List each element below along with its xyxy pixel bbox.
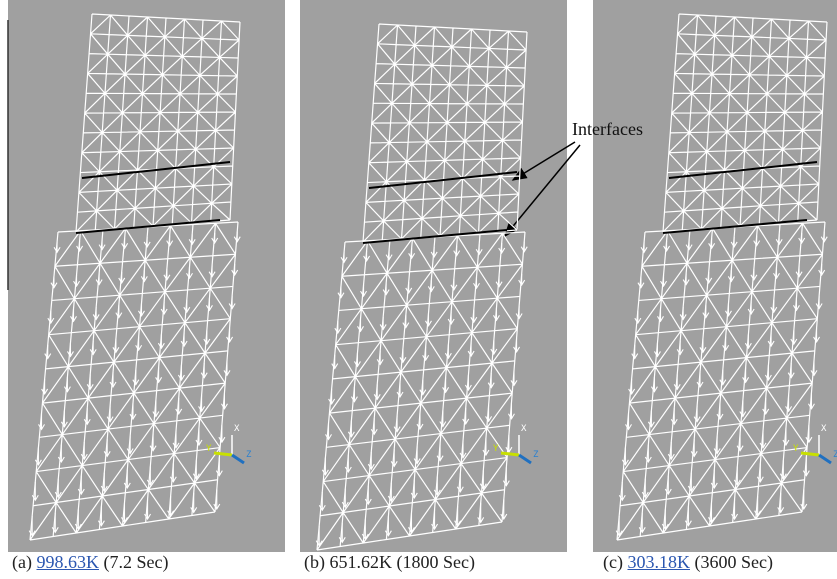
figure: Interfaces X Y Z X Y Z X Y Z (a) 998.63K (7.2 Se… [0, 0, 837, 579]
caption-label: (c) [603, 552, 623, 572]
triad-y-label: Y [206, 444, 212, 454]
triad-z-label: Z [833, 450, 837, 460]
figure-panels: Interfaces X Y Z X Y Z X Y Z [0, 0, 837, 552]
caption: (a) 998.63K (7.2 Sec) [12, 552, 168, 573]
panel-background [593, 0, 837, 552]
triad-y [801, 453, 819, 455]
triad-z-label: Z [533, 450, 539, 460]
triad-z-label: Z [246, 450, 252, 460]
triad-y [501, 453, 519, 455]
caption: (b) 651.62K (1800 Sec) [304, 552, 475, 573]
panel-background [300, 0, 567, 552]
caption-label: (b) [304, 552, 325, 572]
triad-y [214, 453, 232, 455]
triad-x-label: X [521, 424, 527, 434]
triad-y-label: Y [493, 444, 499, 454]
caption-value: 651.62K [330, 552, 393, 572]
triad-x-label: X [821, 424, 827, 434]
caption-time: (7.2 Sec) [103, 552, 168, 572]
triad-y-label: Y [793, 444, 799, 454]
annotation: Interfaces [572, 119, 643, 139]
triad-x-label: X [234, 424, 240, 434]
caption-time: (3600 Sec) [694, 552, 772, 572]
panel-background [8, 0, 285, 552]
caption-link[interactable]: 303.18K [627, 552, 690, 572]
caption-label: (a) [12, 552, 32, 572]
caption-time: (1800 Sec) [397, 552, 475, 572]
caption: (c) 303.18K (3600 Sec) [603, 552, 773, 573]
caption-link[interactable]: 998.63K [36, 552, 99, 572]
